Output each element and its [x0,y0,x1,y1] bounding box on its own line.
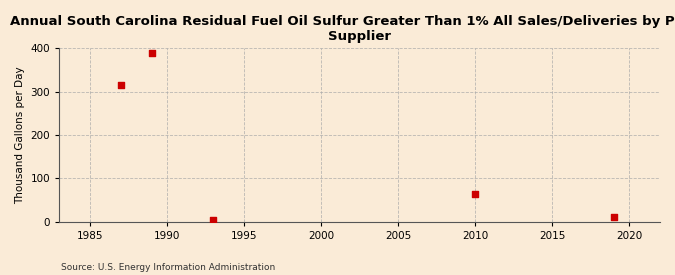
Title: Annual South Carolina Residual Fuel Oil Sulfur Greater Than 1% All Sales/Deliver: Annual South Carolina Residual Fuel Oil … [10,15,675,43]
Point [115,83,126,87]
Point [470,191,481,196]
Text: Source: U.S. Energy Information Administration: Source: U.S. Energy Information Administ… [61,263,275,272]
Point [146,51,157,55]
Y-axis label: Thousand Gallons per Day: Thousand Gallons per Day [15,66,25,204]
Point [208,218,219,223]
Point [608,215,619,219]
